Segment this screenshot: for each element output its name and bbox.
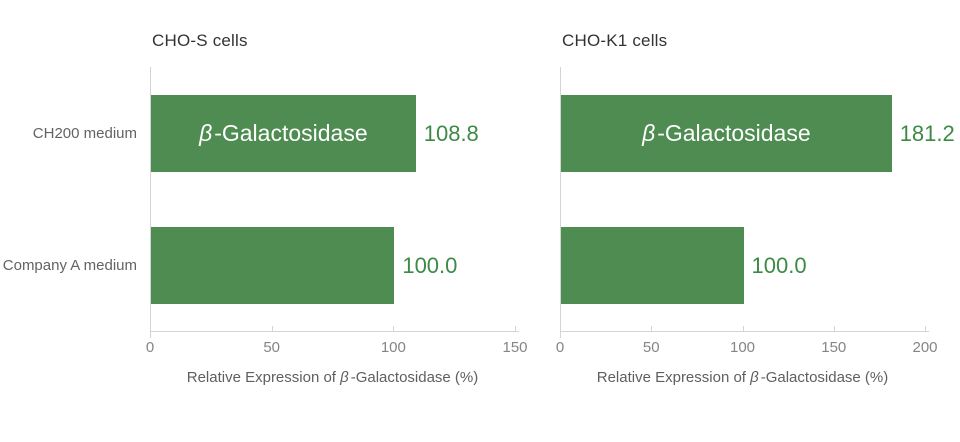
bar-inner-label: β-Galactosidase: [199, 120, 368, 146]
beta-symbol: β: [750, 369, 759, 386]
bar-inner-label: β-Galactosidase: [642, 120, 811, 146]
x-tick-label: 100: [729, 339, 756, 356]
x-tick: [271, 326, 273, 331]
bar-ch200-medium: β-Galactosidase: [151, 95, 416, 172]
bar-company-a-medium: [151, 227, 395, 304]
x-tick-label: 50: [263, 339, 280, 356]
x-tick: [925, 326, 926, 331]
x-tick: [651, 326, 653, 331]
x-tick: [833, 326, 835, 331]
bar-value-label: 100.0: [751, 253, 807, 278]
beta-symbol: β: [199, 120, 213, 146]
y-axis-line: [150, 67, 151, 338]
x-axis-line: [560, 331, 929, 332]
x-axis-line: [150, 331, 519, 332]
beta-symbol: β: [642, 120, 656, 146]
bar-value-label: 108.8: [423, 121, 479, 146]
bar-value-label: 181.2: [899, 121, 955, 146]
chart-cho-s-cells: CHO-S cells 0 50 100 150 β-Galactosidase 108.8…: [2, 31, 528, 386]
x-tick: [393, 326, 395, 331]
x-tick-label: 200: [912, 339, 938, 356]
x-tick-label: 150: [502, 339, 528, 356]
category-label: Company A medium: [2, 256, 137, 274]
x-tick-label: 150: [821, 339, 847, 356]
bar-value-label: 100.0: [402, 253, 458, 278]
x-tick: [742, 326, 744, 331]
y-axis-line: [560, 67, 561, 338]
category-label: CH200 medium: [32, 124, 137, 142]
bar-ch200-medium: β-Galactosidase: [561, 95, 892, 172]
chart-title: CHO-K1 cells: [562, 31, 668, 50]
beta-symbol: β: [340, 369, 349, 386]
x-tick: [515, 326, 516, 331]
x-tick-label: 0: [555, 339, 565, 356]
x-tick: [150, 326, 151, 331]
chart-title: CHO-S cells: [152, 31, 248, 50]
x-tick-label: 0: [145, 339, 155, 356]
x-tick: [560, 326, 561, 331]
bar-company-a-medium: [561, 227, 744, 304]
x-axis-title: Relative Expression of β -Galactosidase (…: [186, 369, 479, 386]
chart-cho-k1-cells: CHO-K1 cells 0 50 100 150 200 β-Galactosidase 1…: [480, 0, 960, 442]
x-tick-label: 50: [642, 339, 660, 356]
x-tick-label: 100: [380, 339, 406, 356]
x-axis-title: Relative Expression of β -Galactosidase (…: [596, 369, 889, 386]
